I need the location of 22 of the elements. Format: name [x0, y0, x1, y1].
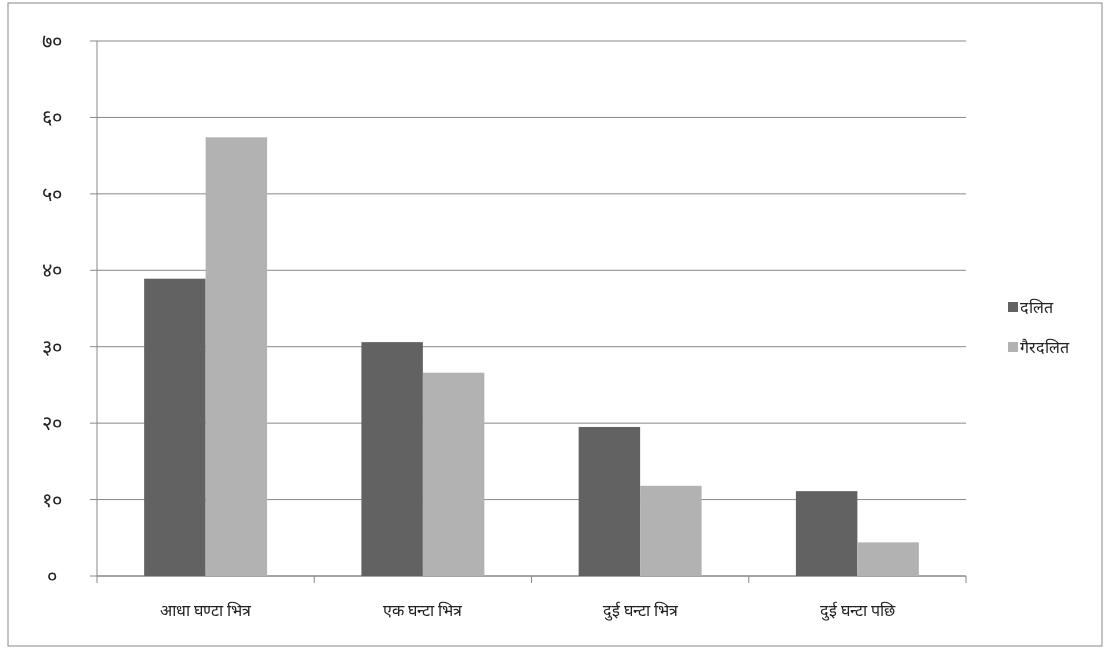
y-tick-label: ६० — [42, 106, 62, 129]
x-tick-label: दुई घन्टा पछि — [819, 601, 896, 621]
y-tick-label: ५० — [42, 182, 62, 205]
bar — [205, 137, 268, 576]
y-tick-label: १० — [42, 488, 62, 511]
y-tick-label: ७० — [42, 30, 62, 52]
bar — [795, 491, 858, 576]
x-tick-label: आधा घण्टा भित्र — [160, 601, 253, 619]
bar — [361, 342, 423, 576]
y-tick-label: ४० — [42, 259, 62, 282]
bar — [578, 426, 641, 576]
bar — [144, 278, 206, 576]
bar — [422, 372, 485, 576]
bar — [640, 485, 702, 576]
x-tick-label: दुई घन्टा भित्र — [602, 601, 679, 621]
y-tick-label: ३० — [42, 335, 62, 358]
x-tick-label: एक घन्टा भित्र — [383, 601, 464, 619]
y-tick-label: २० — [42, 412, 62, 435]
bar — [857, 542, 919, 576]
legend-label: दलित — [1020, 298, 1054, 316]
y-tick-label: ० — [47, 565, 57, 587]
legend-label: गैरदलित — [1020, 338, 1070, 356]
